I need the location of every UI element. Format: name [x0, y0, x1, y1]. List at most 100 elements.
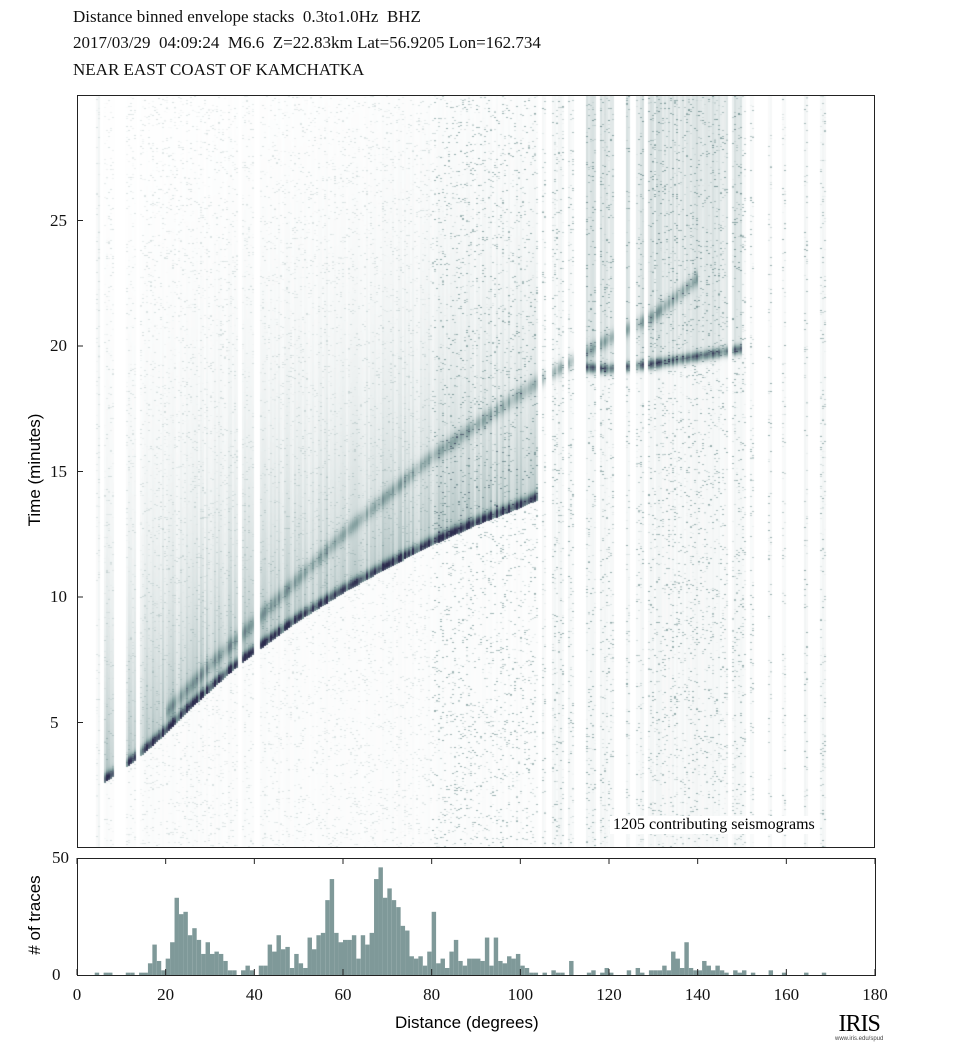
histogram-bar [671, 951, 676, 975]
x-tick-label: 140 [684, 985, 711, 1004]
histogram-bar [750, 972, 756, 975]
histogram-bar [400, 925, 406, 975]
histogram-bar [515, 953, 521, 975]
histogram-bar [143, 972, 148, 975]
histogram-bar [103, 972, 109, 975]
histogram-bar [662, 965, 667, 975]
chart-title: Distance binned envelope stacks 0.3to1.0… [73, 7, 421, 26]
histogram-bar [710, 970, 716, 975]
histogram-bar [316, 935, 321, 975]
iris-url: www.iris.edu/spud [835, 1036, 884, 1042]
histogram-bar [462, 965, 468, 975]
histogram-bar [742, 970, 747, 975]
histogram-bar [156, 960, 162, 975]
histogram-bar [706, 965, 711, 975]
histogram-bar [338, 942, 343, 975]
iris-logo: IRIS www.iris.edu/spud [835, 1012, 883, 1042]
histogram-bar [453, 939, 459, 975]
histogram-bar [232, 970, 237, 975]
histogram-bar [804, 972, 809, 975]
histogram-bar [267, 944, 273, 975]
histogram-bar [609, 972, 614, 975]
histogram-bar [214, 951, 219, 975]
histogram-bar [648, 970, 654, 975]
histogram-bar [311, 949, 317, 975]
histogram-bar [223, 960, 228, 975]
histogram-bar [489, 965, 494, 975]
histogram-bar [147, 963, 153, 975]
histogram-bar [635, 967, 641, 975]
histogram-bar [374, 879, 379, 975]
histogram-bar [152, 944, 157, 975]
histogram-bar [737, 972, 742, 975]
histogram-bar [183, 911, 188, 975]
histogram-bar [555, 972, 561, 975]
histogram-bar [409, 956, 414, 975]
histogram-bar [245, 965, 250, 975]
histogram-bar [343, 939, 348, 975]
histogram-bar [227, 970, 233, 975]
histogram-bar [387, 888, 392, 975]
x-tick-label: 0 [72, 985, 82, 1004]
histogram-bar [218, 953, 224, 975]
histogram-bar [702, 960, 707, 975]
envelope-heatmap [78, 96, 874, 847]
event-region: NEAR EAST COAST OF KAMCHATKA [73, 60, 365, 79]
y-tick-label: 10 [50, 587, 67, 606]
histogram-bar [294, 953, 299, 975]
seismogram-count-annotation: 1205 contributing seismograms [610, 816, 818, 834]
x-tick-label: 80 [423, 985, 441, 1004]
histogram-bar [201, 953, 206, 975]
histogram-bar [520, 965, 525, 975]
histogram-bar [360, 935, 366, 975]
histogram-bar [285, 946, 290, 975]
y-tick-label: 20 [50, 336, 67, 355]
histogram-bar [422, 965, 428, 975]
histogram-bar [498, 960, 503, 975]
histogram-bar [391, 900, 397, 975]
histogram-bar [139, 972, 144, 975]
histogram-bar [196, 939, 202, 975]
x-axis-label: Distance (degrees) [395, 1013, 539, 1032]
histogram-bar [715, 965, 720, 975]
histogram-bar [675, 958, 680, 975]
y-tick-label: 25 [50, 210, 67, 230]
histogram-bar [768, 970, 774, 975]
histogram-bar [347, 939, 352, 975]
histogram-bar [533, 972, 539, 975]
histogram-bar [241, 970, 246, 975]
x-tick-label: 60 [334, 985, 352, 1004]
histogram-bar [502, 963, 508, 975]
histogram-bar [280, 949, 286, 975]
histogram-bar [440, 958, 445, 975]
histogram-bar [108, 972, 113, 975]
x-tick-label: 160 [773, 985, 800, 1004]
histogram-bar [298, 963, 304, 975]
histogram-bar [467, 958, 472, 975]
histogram-bar [569, 960, 574, 975]
histogram-bar [591, 970, 596, 975]
histogram-bar [405, 930, 410, 975]
histogram-bar [289, 967, 295, 975]
histogram-bar [369, 932, 375, 975]
y-tick-label: 15 [50, 461, 67, 481]
histogram-bar [320, 932, 326, 975]
histogram-bar [263, 965, 268, 975]
x-tick-label: 180 [862, 985, 888, 1004]
histogram-bar [187, 935, 193, 975]
histogram-bar [396, 907, 401, 975]
histogram-bar [471, 958, 476, 975]
hist-y-tick-label: 50 [52, 848, 69, 867]
histogram-bar [325, 900, 330, 975]
histogram-bar [653, 970, 658, 975]
histogram-bar [684, 942, 689, 975]
hist-y-tick-label: 0 [52, 965, 61, 984]
histogram-bar [688, 967, 694, 975]
histogram-bar [476, 958, 481, 975]
histogram-bar [365, 944, 370, 975]
histogram-bar [600, 972, 605, 975]
histogram-bar [560, 972, 565, 975]
histogram-bar [329, 879, 335, 975]
histogram-bar [427, 951, 432, 975]
histogram-bar [657, 970, 663, 975]
